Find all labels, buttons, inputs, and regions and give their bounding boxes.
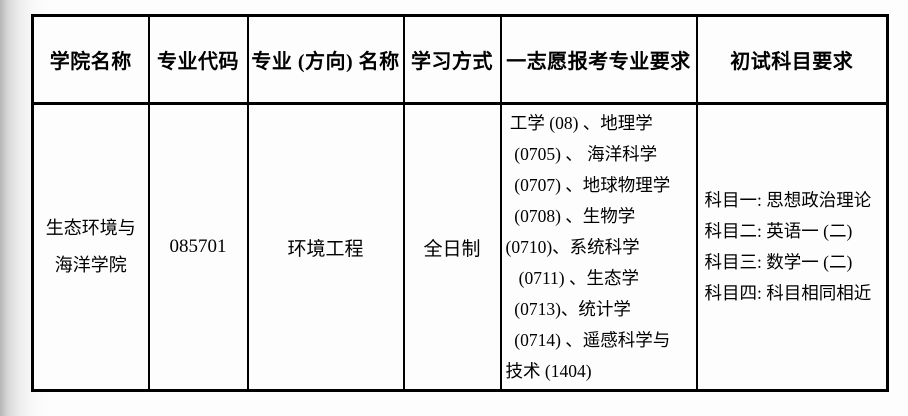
requirement-line: (0714) 、遥感科学与: [505, 330, 671, 350]
cell-initial-exam-subjects: 科目一: 思想政治理论 科目二: 英语一 (二) 科目三: 数学一 (二) 科目…: [695, 102, 889, 392]
admissions-requirements-table: 学院名称 专业代码 专业 (方向) 名称 学习方式 一志愿报考专业要求 初试科目…: [31, 14, 889, 392]
cell-college-name: 生态环境与 海洋学院: [31, 102, 150, 392]
requirement-line: (0707) 、地球物理学: [505, 175, 671, 195]
cell-first-choice-major-requirements: 工学 (08) 、地理学 (0705) 、 海洋科学 (0707) 、地球物理学…: [499, 102, 698, 392]
exam-subject-line: 科目一: 思想政治理论: [704, 190, 872, 210]
header-college-name: 学院名称: [31, 14, 150, 105]
cell-major-name: 环境工程: [246, 102, 405, 392]
college-name-line-1: 生态环境与: [45, 218, 136, 238]
exam-subject-line: 科目三: 数学一 (二): [704, 252, 853, 272]
table-row: 生态环境与 海洋学院 085701 环境工程 全日制 工学 (08) 、地理学 …: [31, 102, 889, 392]
header-major-direction-name: 专业 (方向) 名称: [246, 14, 405, 105]
requirement-line: 技术 (1404): [505, 361, 592, 381]
header-study-mode: 学习方式: [402, 14, 502, 105]
exam-subject-line: 科目二: 英语一 (二): [704, 221, 853, 241]
requirement-line: (0713)、统计学: [505, 299, 631, 319]
requirement-line: (0708) 、生物学: [505, 206, 636, 226]
header-first-choice-major-requirements: 一志愿报考专业要求: [499, 14, 698, 105]
exam-subject-line: 科目四: 科目相同相近: [704, 283, 872, 303]
college-name-line-2: 海洋学院: [54, 255, 127, 275]
requirement-line: (0710)、系统科学: [505, 237, 640, 257]
requirement-line: 工学 (08) 、地理学: [505, 113, 653, 133]
requirement-line: (0705) 、 海洋科学: [505, 144, 658, 164]
table-header-row: 学院名称 专业代码 专业 (方向) 名称 学习方式 一志愿报考专业要求 初试科目…: [31, 14, 889, 105]
header-initial-exam-subject-requirements: 初试科目要求: [695, 14, 889, 105]
header-major-code: 专业代码: [147, 14, 249, 105]
requirement-line: (0711) 、生态学: [505, 268, 640, 288]
cell-major-code: 085701: [147, 102, 249, 392]
cell-study-mode: 全日制: [402, 102, 502, 392]
